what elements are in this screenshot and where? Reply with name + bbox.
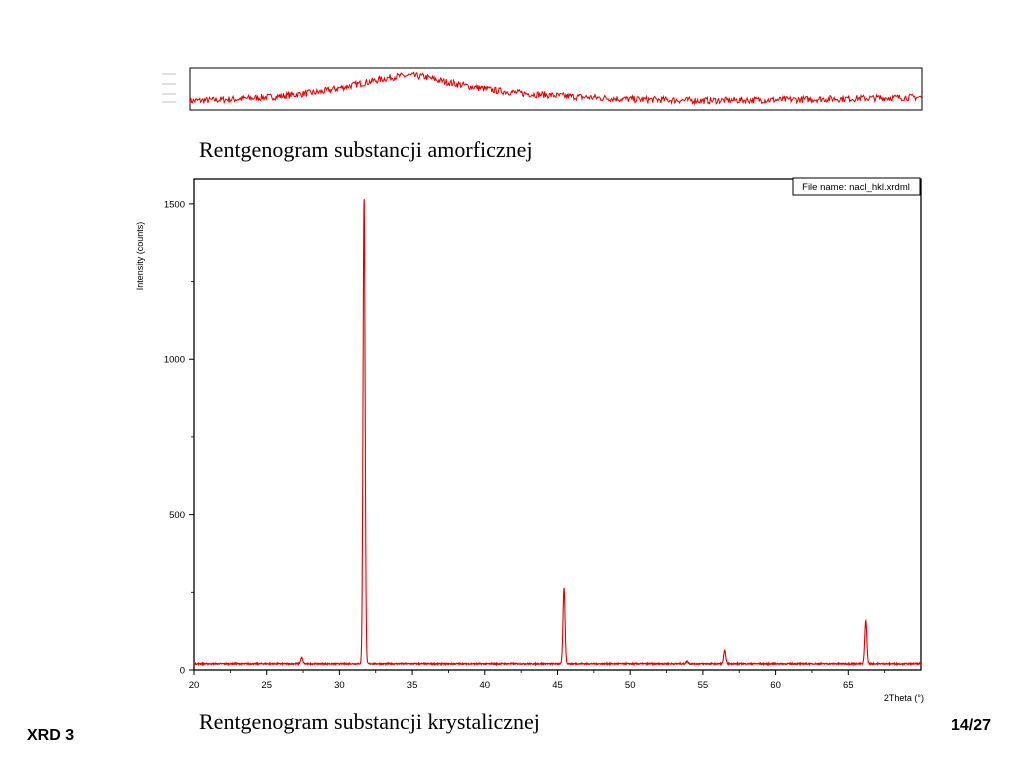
x-tick-label: 30 — [334, 680, 345, 691]
footer-title: XRD 3 — [27, 727, 75, 744]
y-axis-label: Intensity (counts) — [135, 222, 145, 291]
y-tick-label: 1000 — [164, 355, 185, 366]
amorphous-chart — [162, 67, 923, 111]
x-tick-label: 40 — [480, 680, 491, 691]
amorphous-plot-frame — [189, 67, 923, 111]
crystalline-chart: Intensity (counts) 20 25 30 35 40 45 50 55 60 65 … — [135, 177, 924, 703]
x-axis: 20 25 30 35 40 45 50 55 60 65 — [189, 670, 886, 691]
x-tick-label: 45 — [552, 680, 563, 691]
x-tick-label: 65 — [843, 680, 854, 691]
legend-file-name: File name: nacl_hkl.xrdml — [802, 182, 910, 193]
amorphous-y-axis-ticks — [162, 73, 176, 103]
page-number: 14/27 — [951, 717, 992, 734]
y-tick-label: 1500 — [164, 199, 185, 210]
caption-crystalline: Rentgenogram substancji krystalicznej — [199, 709, 540, 734]
x-tick-label: 20 — [189, 680, 200, 691]
x-tick-label: 60 — [770, 680, 781, 691]
y-axis: 0 500 1000 1500 — [164, 199, 194, 677]
x-tick-label: 50 — [625, 680, 636, 691]
y-tick-label: 500 — [169, 510, 185, 521]
crystalline-series-line — [193, 199, 922, 667]
plot-frame — [193, 178, 922, 671]
x-tick-label: 35 — [407, 680, 418, 691]
x-axis-label: 2Theta (°) — [884, 693, 924, 703]
amorphous-series-line — [189, 71, 923, 106]
x-tick-label: 55 — [698, 680, 709, 691]
x-tick-label: 25 — [261, 680, 272, 691]
y-tick-label: 0 — [180, 666, 185, 677]
legend-box — [792, 177, 921, 196]
caption-amorphous: Rentgenogram substancji amorficznej — [199, 137, 533, 162]
